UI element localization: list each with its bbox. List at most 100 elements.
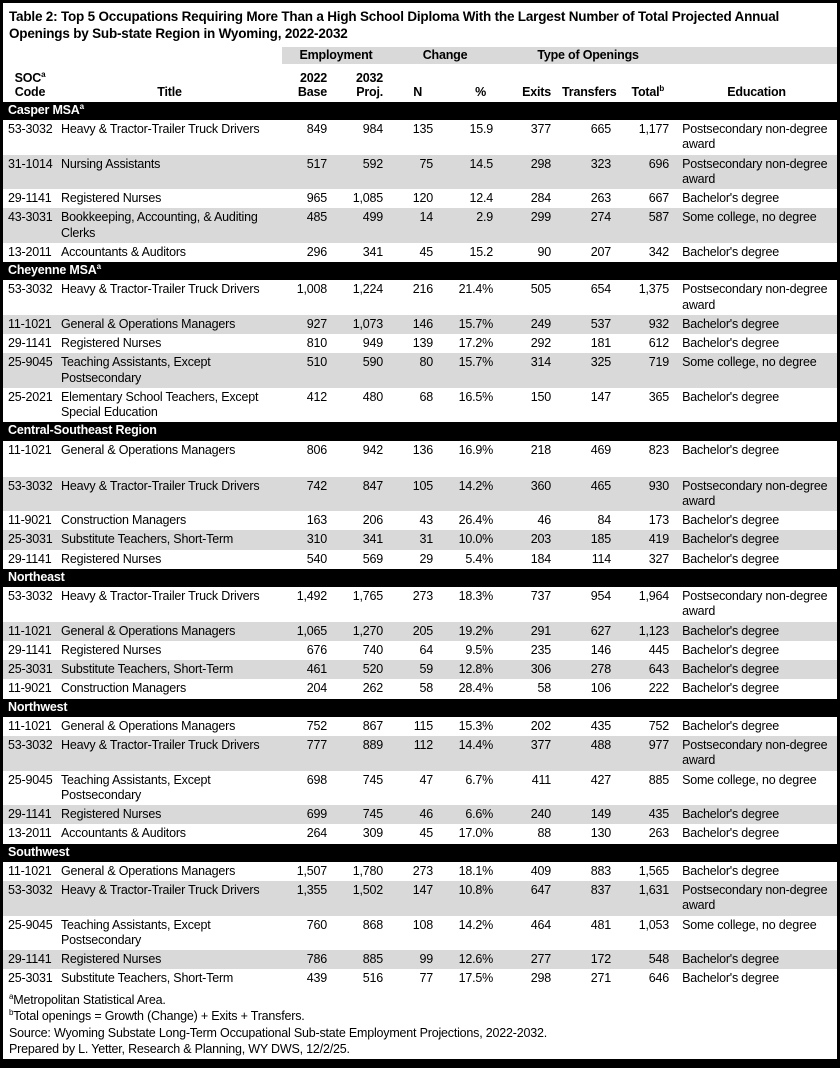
base-2022-cell: 1,492 xyxy=(282,587,334,622)
change-n-cell: 59 xyxy=(390,660,441,680)
change-pct-cell: 18.3% xyxy=(440,587,501,622)
base-2022-cell: 699 xyxy=(282,805,334,825)
occupation-row: 11-1021 General & Operations Managers 752 8… xyxy=(3,716,837,736)
transfers-cell: 263 xyxy=(558,189,619,209)
education-cell: Bachelor's degree xyxy=(676,440,837,477)
total-openings-cell: 365 xyxy=(618,387,677,423)
occupation-title-cell: Heavy & Tractor-Trailer Truck Drivers xyxy=(57,736,282,771)
base-2022-cell: 777 xyxy=(282,736,334,771)
soc-code-cell: 31-1014 xyxy=(3,154,57,189)
total-openings-cell: 1,053 xyxy=(618,915,677,950)
footnote-msa-sup: a xyxy=(9,991,14,1001)
soc-code-cell: 25-3031 xyxy=(3,969,57,989)
education-cell: Bachelor's degree xyxy=(676,549,837,569)
change-pct-cell: 17.2% xyxy=(440,334,501,354)
soc-code-cell: 53-3032 xyxy=(3,120,57,155)
occupation-title-cell: Registered Nurses xyxy=(57,549,282,569)
exits-cell: 298 xyxy=(500,969,559,989)
total-openings-cell: 435 xyxy=(618,805,677,825)
occupation-title-cell: Construction Managers xyxy=(57,679,282,699)
education-cell: Bachelor's degree xyxy=(676,189,837,209)
proj-2032-cell: 984 xyxy=(334,120,391,155)
occupation-title-cell: Heavy & Tractor-Trailer Truck Drivers xyxy=(57,881,282,916)
region-header-row: Central-Southeast Region xyxy=(3,422,837,441)
soc-code-cell: 53-3032 xyxy=(3,736,57,771)
exits-cell: 306 xyxy=(500,660,559,680)
occupation-row: 11-1021 General & Operations Managers 1,06… xyxy=(3,621,837,641)
col-header-proj: 2032 Proj. xyxy=(334,64,390,102)
exits-cell: 235 xyxy=(500,640,559,660)
occupation-title-cell: Registered Nurses xyxy=(57,334,282,354)
change-pct-cell: 19.2% xyxy=(440,621,501,641)
transfers-cell: 84 xyxy=(558,511,619,531)
soc-code-cell: 11-1021 xyxy=(3,861,57,881)
base-2022-cell: 1,065 xyxy=(282,621,334,641)
change-n-cell: 68 xyxy=(390,387,441,423)
soc-code-cell: 29-1141 xyxy=(3,549,57,569)
proj-2032-cell: 480 xyxy=(334,387,391,423)
education-cell: Bachelor's degree xyxy=(676,679,837,699)
base-2022-cell: 510 xyxy=(282,353,334,388)
exits-cell: 202 xyxy=(500,716,559,736)
region-header-row: Southwest xyxy=(3,843,837,862)
change-n-cell: 146 xyxy=(390,314,441,334)
soc-header-line1: SOC xyxy=(14,71,42,85)
change-n-cell: 205 xyxy=(390,621,441,641)
change-pct-cell: 12.8% xyxy=(440,660,501,680)
change-pct-cell: 9.5% xyxy=(440,640,501,660)
education-cell: Postsecondary non-degree award xyxy=(676,736,837,771)
occupation-row: 29-1141 Registered Nurses 965 1,085 120 12.4 2… xyxy=(3,189,837,209)
footnote-total-sup: b xyxy=(9,1007,14,1017)
occupation-row: 53-3032 Heavy & Tractor-Trailer Truck Dri… xyxy=(3,476,837,511)
proj-2032-cell: 309 xyxy=(334,824,391,844)
proj-2032-cell: 1,224 xyxy=(334,280,391,315)
proj-2032-cell: 590 xyxy=(334,353,391,388)
total-openings-cell: 1,177 xyxy=(618,120,677,155)
change-n-cell: 216 xyxy=(390,280,441,315)
change-n-cell: 80 xyxy=(390,353,441,388)
total-openings-cell: 222 xyxy=(618,679,677,699)
change-n-cell: 29 xyxy=(390,549,441,569)
change-pct-cell: 15.9 xyxy=(440,120,501,155)
total-openings-cell: 667 xyxy=(618,189,677,209)
education-cell: Bachelor's degree xyxy=(676,640,837,660)
exits-cell: 291 xyxy=(500,621,559,641)
region-band-label: Southwest xyxy=(3,843,837,862)
education-cell: Bachelor's degree xyxy=(676,334,837,354)
proj-2032-cell: 847 xyxy=(334,476,391,511)
base-2022-cell: 1,008 xyxy=(282,280,334,315)
proj-2032-cell: 1,073 xyxy=(334,314,391,334)
education-cell: Bachelor's degree xyxy=(676,530,837,550)
exits-cell: 249 xyxy=(500,314,559,334)
occupation-title-cell: General & Operations Managers xyxy=(57,861,282,881)
soc-code-cell: 29-1141 xyxy=(3,334,57,354)
header-group-education-band xyxy=(676,46,837,64)
proj-2032-cell: 942 xyxy=(334,440,391,477)
change-pct-cell: 14.5 xyxy=(440,154,501,189)
footnote-total-openings: bTotal openings = Growth (Change) + Exit… xyxy=(9,1008,831,1025)
exits-cell: 240 xyxy=(500,805,559,825)
proj-2032-cell: 949 xyxy=(334,334,391,354)
soc-code-cell: 25-3031 xyxy=(3,660,57,680)
region-header-row: Northeast xyxy=(3,568,837,587)
region-header-row: Casper MSAa xyxy=(3,101,837,120)
total-openings-cell: 1,964 xyxy=(618,587,677,622)
region-band-label: Cheyenne MSAa xyxy=(3,262,837,281)
exits-cell: 298 xyxy=(500,154,559,189)
change-n-cell: 64 xyxy=(390,640,441,660)
occupation-row: 29-1141 Registered Nurses 786 885 99 12.6% 277… xyxy=(3,950,837,970)
exits-cell: 647 xyxy=(500,881,559,916)
education-cell: Bachelor's degree xyxy=(676,805,837,825)
total-openings-cell: 643 xyxy=(618,660,677,680)
change-n-cell: 136 xyxy=(390,440,441,477)
change-pct-cell: 12.4 xyxy=(440,189,501,209)
education-cell: Postsecondary non-degree award xyxy=(676,476,837,511)
change-pct-cell: 15.2 xyxy=(440,242,501,262)
table-body: Casper MSAa 53-3032 Heavy & Tractor-Traile… xyxy=(3,101,837,989)
base-2022-cell: 264 xyxy=(282,824,334,844)
occupation-row: 11-9021 Construction Managers 163 206 43 26.4… xyxy=(3,511,837,531)
change-pct-cell: 5.4% xyxy=(440,549,501,569)
total-openings-cell: 263 xyxy=(618,824,677,844)
education-cell: Bachelor's degree xyxy=(676,242,837,262)
change-n-cell: 135 xyxy=(390,120,441,155)
